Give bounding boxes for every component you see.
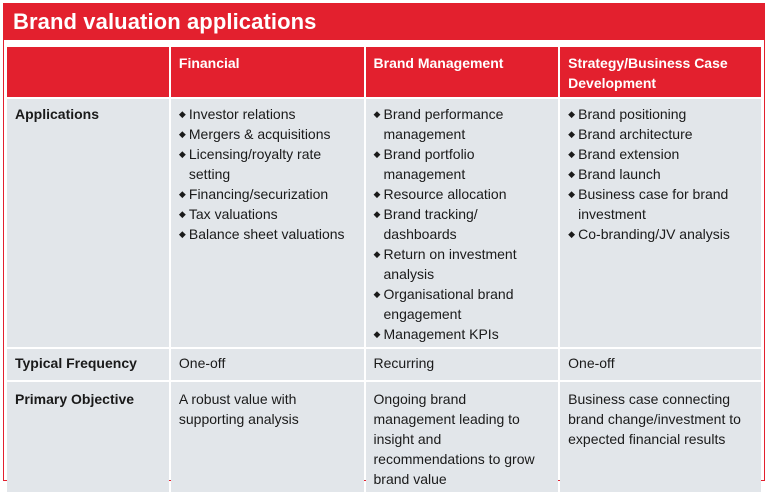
diamond-bullet-icon: ◆ [178, 149, 186, 159]
table-row-frequency: Typical Frequency One-off Recurring One-… [7, 349, 761, 380]
diamond-bullet-icon: ◆ [373, 289, 381, 299]
bullet-list-strategy: ◆ Brand positioning ◆ Brand architecture ◆… [568, 104, 753, 244]
diamond-bullet-icon: ◆ [373, 209, 381, 219]
list-item: ◆ Brand extension [568, 146, 680, 162]
cell-frequency-financial: One-off [170, 349, 364, 380]
cell-objective-strategy: Business case connecting brand change/in… [560, 382, 761, 492]
diamond-bullet-icon: ◆ [568, 129, 576, 139]
list-item: ◆ Brand launch [568, 166, 661, 182]
list-item: ◆ Licensing/royalty rate setting [178, 146, 322, 182]
diamond-bullet-icon: ◆ [178, 109, 186, 119]
valuation-table: Financial Brand Management Strategy/Busi… [5, 45, 763, 494]
list-item: ◆ Organisational brand engagement [373, 286, 514, 322]
diamond-bullet-icon: ◆ [568, 109, 576, 119]
list-item: ◆ Mergers & acquisitions [178, 126, 331, 142]
diamond-bullet-icon: ◆ [568, 169, 576, 179]
diamond-bullet-icon: ◆ [568, 189, 576, 199]
table-row-objective: Primary Objective A robust value with su… [7, 382, 761, 492]
bullet-list-financial: ◆ Investor relations ◆ Mergers & acquisiti… [179, 104, 356, 244]
list-item: ◆ Brand portfolio management [373, 146, 475, 182]
diamond-bullet-icon: ◆ [178, 209, 186, 219]
cell-applications-strategy: ◆ Brand positioning ◆ Brand architecture ◆… [560, 99, 761, 347]
row-label-frequency: Typical Frequency [7, 349, 169, 380]
diamond-bullet-icon: ◆ [373, 149, 381, 159]
column-header-brand-management: Brand Management [365, 47, 559, 97]
diamond-bullet-icon: ◆ [568, 149, 576, 159]
list-item: ◆ Brand architecture [568, 126, 693, 142]
cell-applications-financial: ◆ Investor relations ◆ Mergers & acquisiti… [170, 99, 364, 347]
cell-frequency-strategy: One-off [560, 349, 761, 380]
list-item: ◆ Brand positioning [568, 106, 687, 122]
cell-frequency-brand-management: Recurring [365, 349, 559, 380]
list-item: ◆ Business case for brand investment [568, 186, 729, 222]
diamond-bullet-icon: ◆ [178, 189, 186, 199]
bullet-list-brand-management: ◆ Brand performance management ◆ Brand por… [374, 104, 551, 344]
diamond-bullet-icon: ◆ [373, 189, 381, 199]
list-item: ◆ Financing/securization [178, 186, 329, 202]
infographic-frame: Brand valuation applications Financial B… [3, 3, 765, 492]
list-item: ◆ Co-branding/JV analysis [568, 226, 730, 242]
list-item: ◆ Balance sheet valuations [178, 226, 345, 242]
header-corner-cell [7, 47, 169, 97]
diamond-bullet-icon: ◆ [373, 329, 381, 339]
cell-applications-brand-management: ◆ Brand performance management ◆ Brand por… [365, 99, 559, 347]
row-label-applications: Applications [7, 99, 169, 347]
cell-objective-brand-management: Ongoing brand management leading to insi… [365, 382, 559, 492]
list-item: ◆ Brand performance management [373, 106, 504, 142]
table-header-row: Financial Brand Management Strategy/Busi… [7, 47, 761, 97]
diamond-bullet-icon: ◆ [568, 229, 576, 239]
table-row-applications: Applications ◆ Investor relations ◆ Merger… [7, 99, 761, 347]
cell-objective-financial: A robust value with supporting analysis [170, 382, 364, 492]
column-header-financial: Financial [170, 47, 364, 97]
page-title: Brand valuation applications [4, 4, 764, 40]
diamond-bullet-icon: ◆ [178, 129, 186, 139]
list-item: ◆ Tax valuations [178, 206, 278, 222]
list-item: ◆ Investor relations [178, 106, 296, 122]
row-label-objective: Primary Objective [7, 382, 169, 492]
list-item: ◆ Resource allocation [373, 186, 507, 202]
diamond-bullet-icon: ◆ [373, 249, 381, 259]
diamond-bullet-icon: ◆ [178, 229, 186, 239]
list-item: ◆ Return on investment analysis [373, 246, 517, 282]
list-item: ◆ Brand tracking/ dashboards [373, 206, 478, 242]
diamond-bullet-icon: ◆ [373, 109, 381, 119]
list-item: ◆ Management KPIs [373, 326, 499, 342]
column-header-strategy: Strategy/Business Case Development [560, 47, 761, 97]
